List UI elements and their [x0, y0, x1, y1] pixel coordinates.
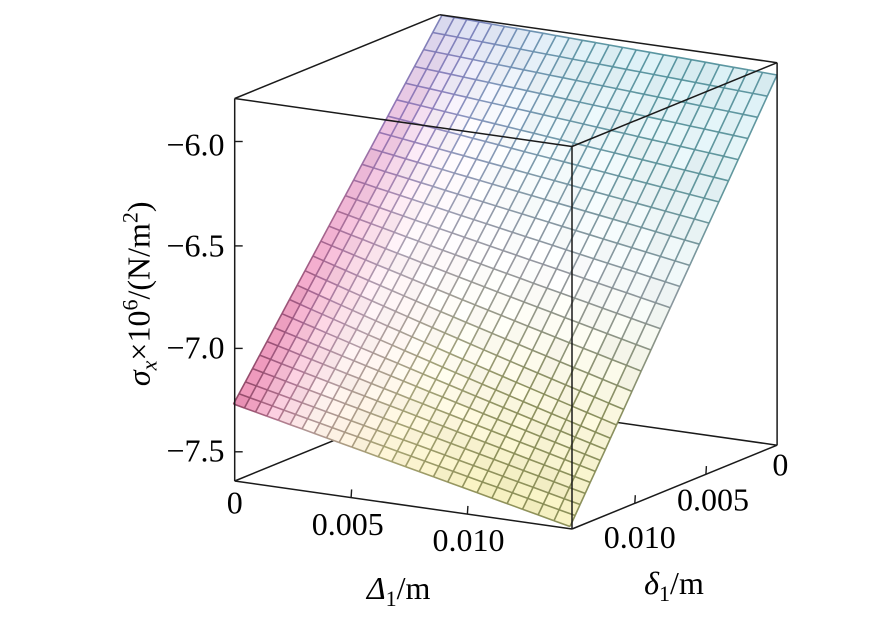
svg-text:0.010: 0.010	[604, 519, 676, 555]
svg-text:0: 0	[227, 485, 243, 521]
svg-text:Δ1/m: Δ1/m	[365, 570, 431, 611]
svg-text:0.005: 0.005	[677, 481, 749, 517]
svg-text:−7.5: −7.5	[166, 433, 224, 469]
svg-text:0.010: 0.010	[433, 522, 505, 558]
svg-text:−6.0: −6.0	[166, 127, 224, 163]
svg-text:σx×106/(N/m2): σx×106/(N/m2)	[118, 201, 162, 386]
svg-text:0: 0	[772, 446, 788, 482]
svg-text:0.005: 0.005	[312, 506, 384, 542]
svg-text:−7.0: −7.0	[166, 330, 224, 366]
svg-text:−6.5: −6.5	[166, 228, 224, 264]
svg-text:δ1/m: δ1/m	[644, 565, 704, 606]
